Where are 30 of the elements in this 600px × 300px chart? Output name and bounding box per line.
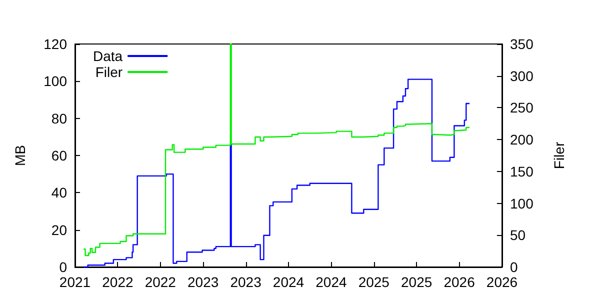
- x-tick-label: 2026: [444, 274, 476, 290]
- y2-tick-label: 0: [510, 259, 518, 275]
- x-tick-label: 2025: [401, 274, 432, 290]
- y-tick-label: 0: [59, 259, 68, 275]
- x-tick-label: 2022: [144, 274, 176, 290]
- x-tick-label: 2021: [59, 274, 91, 290]
- y2-tick-label: 150: [510, 163, 534, 180]
- x-tick-label: 2026: [486, 274, 518, 290]
- x-tick-label: 2023: [230, 274, 262, 290]
- y2-tick-label: 100: [510, 195, 534, 212]
- legend-label: Filer: [95, 64, 123, 80]
- x-tick-label: 2024: [272, 274, 304, 290]
- y-tick-label: 60: [51, 148, 68, 164]
- y2-axis-title: Filer: [551, 142, 567, 170]
- y2-tick-label: 250: [510, 100, 534, 116]
- y-axis-title: MB: [12, 145, 28, 166]
- y2-tick-label: 200: [510, 132, 534, 148]
- y2-tick-label: 50: [510, 227, 526, 244]
- y-tick-label: 100: [44, 73, 68, 90]
- y-tick-label: 80: [51, 110, 68, 126]
- x-tick-label: 2022: [102, 274, 134, 290]
- y2-tick-label: 300: [510, 68, 534, 84]
- legend-label: Data: [92, 48, 123, 64]
- x-tick-label: 2023: [188, 274, 219, 290]
- y-tick-label: 40: [51, 184, 68, 201]
- y-tick-label: 20: [51, 222, 68, 238]
- y-tick-label: 120: [44, 36, 68, 52]
- y2-tick-label: 350: [510, 36, 534, 52]
- x-tick-label: 2025: [358, 274, 390, 290]
- x-tick-label: 2024: [316, 274, 347, 290]
